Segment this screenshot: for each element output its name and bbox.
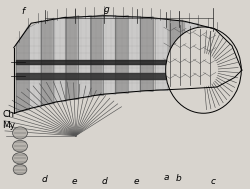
Text: e: e — [72, 177, 77, 186]
Ellipse shape — [12, 153, 28, 164]
Polygon shape — [78, 15, 91, 97]
Polygon shape — [41, 18, 54, 105]
Text: g: g — [104, 5, 110, 14]
Text: c: c — [211, 177, 216, 186]
Polygon shape — [185, 22, 198, 89]
Polygon shape — [54, 16, 66, 102]
Polygon shape — [16, 25, 29, 112]
Polygon shape — [103, 15, 116, 94]
Text: e: e — [134, 177, 139, 186]
Text: b: b — [176, 174, 182, 184]
Text: d: d — [102, 177, 107, 186]
Polygon shape — [14, 16, 242, 113]
Ellipse shape — [12, 140, 28, 152]
Ellipse shape — [13, 164, 27, 175]
Text: My: My — [2, 121, 16, 130]
Polygon shape — [116, 16, 128, 93]
Polygon shape — [91, 15, 104, 95]
Polygon shape — [155, 19, 168, 91]
Text: a: a — [164, 174, 169, 183]
Polygon shape — [66, 16, 79, 99]
Polygon shape — [170, 20, 183, 90]
Ellipse shape — [166, 27, 241, 113]
Text: d: d — [42, 175, 48, 184]
Text: Ch: Ch — [3, 110, 15, 119]
Polygon shape — [140, 17, 153, 91]
Polygon shape — [29, 20, 42, 108]
Polygon shape — [128, 16, 141, 92]
Ellipse shape — [12, 127, 28, 139]
Text: f: f — [21, 6, 24, 15]
